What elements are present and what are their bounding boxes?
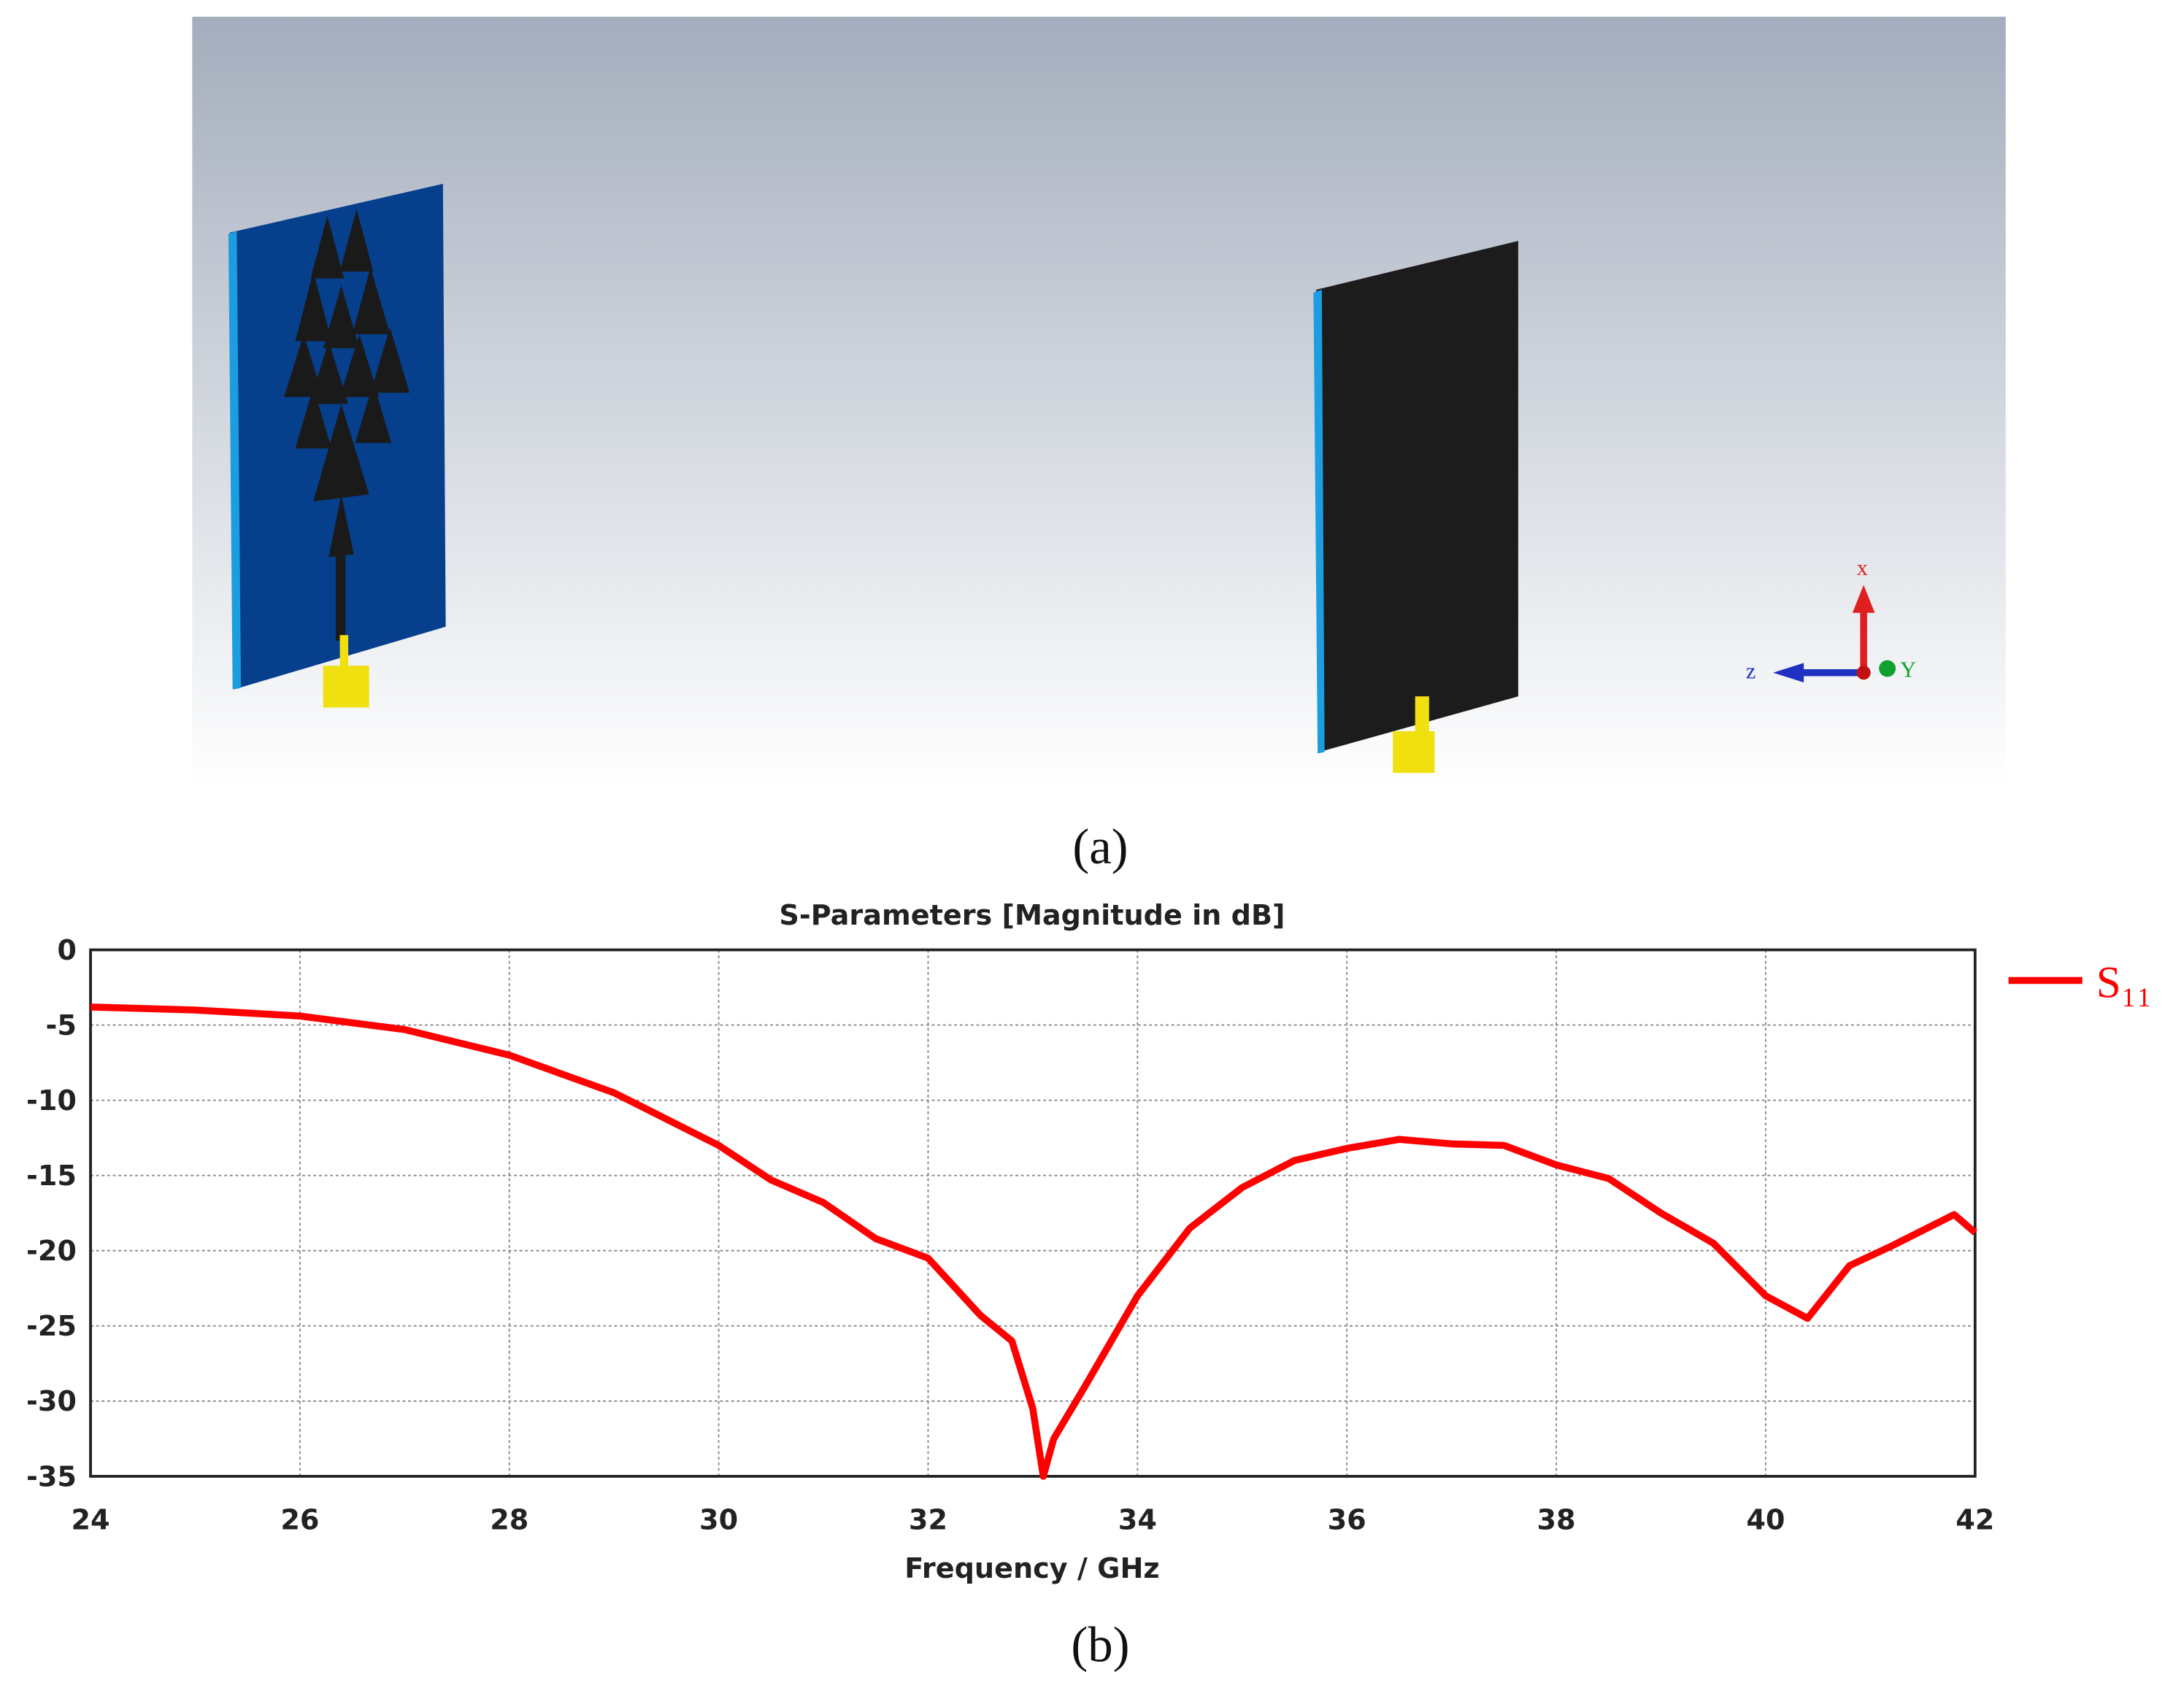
x-tick-label: 30 (699, 1503, 738, 1535)
caption: (b) (1071, 1617, 1129, 1673)
axis-arrowhead (1852, 585, 1875, 613)
x-tick-label: 38 (1537, 1503, 1576, 1535)
x-tick-label: 28 (490, 1503, 528, 1535)
connector-pin (339, 635, 349, 669)
x-tick-label: 24 (71, 1503, 109, 1535)
axis-label: z (1746, 658, 1756, 683)
axis-origin (1856, 666, 1871, 680)
axis-label: Y (1900, 657, 1916, 682)
patch (284, 209, 410, 641)
render-view: x z Y (192, 16, 2006, 787)
connector-pin (1415, 696, 1429, 736)
axis-dot (1879, 660, 1896, 677)
y-tick-label: -5 (46, 1009, 77, 1041)
x-tick-label: 26 (280, 1503, 319, 1535)
axis-arrowhead (1773, 663, 1804, 683)
y-tick-label: -20 (26, 1235, 77, 1267)
y-tick-label: -25 (26, 1310, 77, 1342)
plot: 0 -5 -10 -15 -20 -25 -30 -35 24 26 28 30 32 34 36 38 40 4… (26, 934, 2152, 1536)
x-tick-label: 36 (1328, 1503, 1366, 1535)
panel-edge (228, 231, 242, 690)
legend-label: S₁₁ (2096, 958, 2153, 1007)
chart-title: S-Parameters [Magnitude in dB] (779, 899, 1285, 931)
plot-frame (89, 948, 1977, 1478)
y-tick-label: -35 (26, 1460, 77, 1492)
axis-label: x (1857, 555, 1868, 580)
y-tick-label: -10 (26, 1084, 77, 1117)
x-axis-label: Frequency / GHz (904, 1552, 1159, 1584)
connector (1393, 731, 1435, 774)
y-tick-label: -15 (26, 1160, 77, 1192)
antenna-panel-back (1316, 241, 1518, 752)
x-tick-label: 34 (1118, 1503, 1157, 1535)
series-line (90, 1003, 1977, 1480)
y-tick-label: 0 (57, 934, 77, 966)
x-tick-label: 32 (909, 1503, 947, 1535)
x-tick-label: 42 (1956, 1503, 1994, 1535)
x-tick-label: 40 (1746, 1503, 1785, 1535)
caption: (a) (1072, 819, 1128, 874)
viewport (192, 16, 2006, 787)
panel-edge (1313, 289, 1325, 754)
connector (323, 666, 369, 708)
y-tick-label: -30 (26, 1385, 77, 1417)
